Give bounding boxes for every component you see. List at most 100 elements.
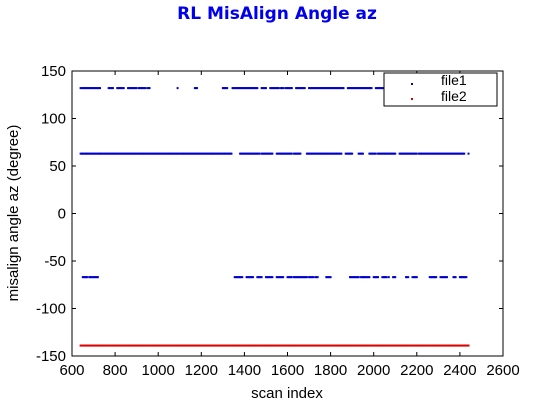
data-point-file1 <box>310 87 313 90</box>
data-point-file1 <box>360 276 363 279</box>
data-point-file1 <box>187 152 190 155</box>
data-point-file1 <box>128 87 131 90</box>
data-point-file1 <box>442 276 445 279</box>
data-point-file2 <box>199 344 202 347</box>
data-point-file1 <box>300 87 303 90</box>
data-point-file2 <box>97 344 100 347</box>
data-point-file1 <box>338 87 341 90</box>
data-point-file1 <box>366 87 369 90</box>
data-point-file1 <box>286 276 289 279</box>
data-point-file2 <box>319 344 322 347</box>
data-point-file1 <box>161 152 164 155</box>
data-point-file2 <box>277 344 280 347</box>
x-tick-label: 1200 <box>185 362 218 379</box>
data-point-file1 <box>316 276 319 279</box>
data-point-file1 <box>303 276 306 279</box>
data-point-file1 <box>350 87 353 90</box>
data-point-file1 <box>452 152 455 155</box>
data-point-file1 <box>121 152 124 155</box>
data-point-file2 <box>313 344 316 347</box>
data-point-file1 <box>347 87 350 90</box>
data-point-file2 <box>424 344 427 347</box>
data-point-file1 <box>299 276 302 279</box>
data-point-file2 <box>359 344 362 347</box>
data-point-file2 <box>227 344 230 347</box>
data-point-file1 <box>415 276 418 279</box>
data-point-file1 <box>424 152 427 155</box>
data-point-file2 <box>81 344 84 347</box>
data-point-file1 <box>92 87 95 90</box>
data-point-file2 <box>156 344 159 347</box>
data-point-file2 <box>189 344 192 347</box>
data-point-file1 <box>115 152 118 155</box>
data-point-file1 <box>295 276 298 279</box>
data-point-file2 <box>146 344 149 347</box>
data-point-file2 <box>447 344 450 347</box>
data-point-file1 <box>102 152 105 155</box>
data-point-file1 <box>439 152 442 155</box>
data-point-file1 <box>458 152 461 155</box>
data-point-file2 <box>125 344 128 347</box>
data-point-file1 <box>248 276 251 279</box>
data-point-file1 <box>342 87 345 90</box>
data-point-file1 <box>407 152 410 155</box>
data-point-file1 <box>85 87 88 90</box>
data-point-file1 <box>109 87 112 90</box>
data-point-file1 <box>298 87 301 90</box>
data-point-file2 <box>387 344 390 347</box>
data-point-file2 <box>425 344 428 347</box>
data-point-file2 <box>238 344 241 347</box>
data-point-file1 <box>89 152 92 155</box>
data-point-file1 <box>314 87 317 90</box>
data-point-file1 <box>242 87 245 90</box>
data-point-file1 <box>277 276 280 279</box>
data-point-file1 <box>172 152 175 155</box>
data-point-file1 <box>302 276 305 279</box>
data-point-file2 <box>151 344 154 347</box>
data-point-file1 <box>244 87 247 90</box>
data-point-file1 <box>184 152 187 155</box>
data-point-file2 <box>225 344 228 347</box>
data-point-file1 <box>324 152 327 155</box>
data-point-file1 <box>241 87 244 90</box>
data-point-file1 <box>275 276 278 279</box>
data-point-file1 <box>338 152 341 155</box>
data-point-file1 <box>256 87 259 90</box>
data-point-file2 <box>172 344 175 347</box>
data-point-file1 <box>86 276 89 279</box>
data-point-file2 <box>131 344 134 347</box>
data-point-file1 <box>465 276 468 279</box>
data-point-file1 <box>320 87 323 90</box>
data-point-file2 <box>221 344 224 347</box>
data-point-file2 <box>329 344 332 347</box>
data-point-file1 <box>463 276 466 279</box>
data-point-file1 <box>358 152 361 155</box>
data-point-file2 <box>415 344 418 347</box>
data-point-file1 <box>95 152 98 155</box>
data-point-file1 <box>87 87 90 90</box>
data-point-file2 <box>440 344 443 347</box>
data-point-file2 <box>458 344 461 347</box>
data-point-file1 <box>402 152 405 155</box>
data-point-file2 <box>191 344 194 347</box>
data-point-file1 <box>233 87 236 90</box>
data-point-file1 <box>146 87 149 90</box>
data-point-file1 <box>258 152 261 155</box>
data-point-file2 <box>175 344 178 347</box>
data-point-file1 <box>90 152 93 155</box>
data-point-file1 <box>81 152 84 155</box>
data-point-file2 <box>149 344 152 347</box>
data-point-file1 <box>225 87 228 90</box>
data-point-file2 <box>268 344 271 347</box>
data-point-file2 <box>459 344 462 347</box>
data-point-file2 <box>285 344 288 347</box>
data-point-file2 <box>234 344 237 347</box>
data-point-file1 <box>259 276 262 279</box>
data-point-file2 <box>163 344 166 347</box>
data-point-file1 <box>238 276 241 279</box>
data-point-file2 <box>442 344 445 347</box>
data-point-file1 <box>249 276 252 279</box>
data-point-file1 <box>288 152 291 155</box>
data-point-file1 <box>129 87 132 90</box>
data-point-file2 <box>176 344 179 347</box>
